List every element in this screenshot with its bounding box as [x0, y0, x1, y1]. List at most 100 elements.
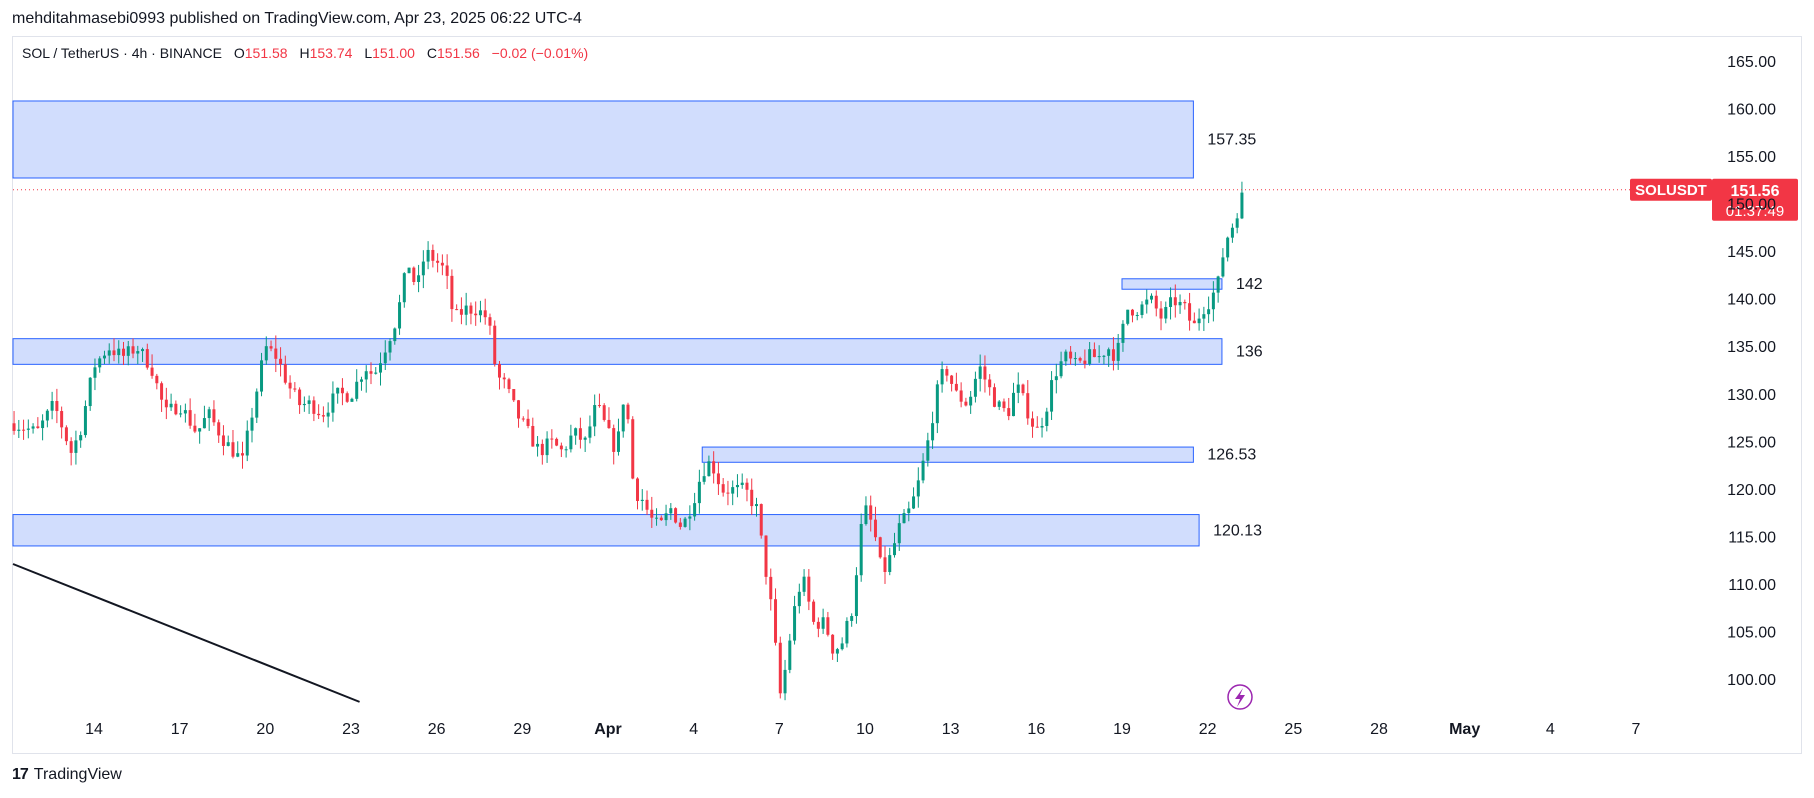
candle-body — [74, 440, 78, 453]
candle-body — [293, 388, 297, 390]
candle-body — [555, 438, 559, 446]
zone-label: 142 — [1236, 276, 1263, 293]
candle-body — [260, 360, 264, 392]
candle-body — [336, 387, 340, 394]
candle-body — [978, 366, 982, 379]
candle-body — [631, 419, 635, 479]
candle-body — [212, 409, 216, 423]
candle-body — [174, 403, 178, 415]
candle-body — [183, 410, 187, 414]
tradingview-logo[interactable]: 17 TradingView — [12, 766, 122, 784]
zone-box — [12, 514, 1200, 547]
candle-body — [845, 620, 849, 644]
candle-body — [902, 513, 906, 524]
candle-body — [707, 461, 711, 477]
legend-high: 153.74 — [309, 45, 353, 61]
candle-body — [869, 505, 873, 520]
candle-body — [83, 406, 87, 436]
candle-body — [821, 617, 825, 629]
candle-body — [812, 601, 816, 622]
candle-body — [1059, 361, 1063, 377]
candle-body — [469, 305, 473, 314]
candle-body — [612, 428, 616, 452]
candle-body — [807, 576, 811, 602]
x-tick-label: 17 — [171, 721, 189, 738]
candle-body — [69, 441, 73, 453]
candle-body — [455, 309, 459, 311]
x-tick-label: 29 — [513, 721, 531, 738]
candle-body — [340, 387, 344, 394]
x-tick-label: 13 — [942, 721, 960, 738]
legend-low: 151.00 — [372, 45, 415, 61]
candle-body — [45, 410, 49, 421]
x-tick-label: May — [1449, 721, 1480, 738]
candle-body — [1107, 349, 1111, 356]
candle-body — [350, 398, 354, 402]
candle-body — [150, 367, 154, 376]
candle-body — [136, 351, 140, 354]
candle-body — [1102, 355, 1106, 357]
candle-body — [345, 393, 349, 402]
candle-body — [593, 405, 597, 427]
candle-body — [607, 419, 611, 429]
candle-body — [864, 505, 868, 525]
candle-body — [302, 403, 306, 406]
candle-body — [850, 616, 854, 621]
candle-body — [1216, 276, 1220, 293]
candle-body — [916, 480, 920, 497]
candle-body — [1035, 426, 1039, 428]
candle-body — [616, 431, 620, 452]
zone-label: 136 — [1236, 344, 1263, 361]
candle-body — [274, 348, 278, 359]
candle-body — [912, 496, 916, 509]
trendline-layer — [12, 563, 360, 703]
candle-body — [450, 275, 454, 310]
candle-body — [393, 328, 397, 342]
candle-body — [217, 422, 221, 436]
candle-body — [369, 371, 373, 374]
candle-body — [893, 543, 897, 556]
candle-body — [79, 435, 83, 441]
y-tick-label: 160.00 — [1727, 102, 1776, 119]
candle-body — [754, 504, 758, 507]
candle-body — [536, 443, 540, 447]
candle-body — [759, 504, 763, 536]
candle-body — [954, 383, 958, 391]
candle-body — [578, 428, 582, 440]
zone-label: 157.35 — [1207, 131, 1256, 148]
candle-body — [569, 435, 573, 450]
candle-body — [1092, 349, 1096, 358]
candle-body — [1130, 309, 1134, 316]
candle-body — [1183, 301, 1187, 304]
candle-body — [702, 476, 706, 482]
candle-body — [931, 423, 935, 441]
candle-body — [488, 317, 492, 326]
y-tick-label: 125.00 — [1727, 434, 1776, 451]
candle-body — [169, 403, 173, 408]
candle-body — [959, 390, 963, 402]
candle-body — [588, 426, 592, 438]
y-tick-label: 150.00 — [1727, 197, 1776, 214]
candle-body — [60, 411, 64, 428]
candle-body — [1150, 295, 1154, 300]
candle-body — [1126, 309, 1130, 324]
candle-body — [236, 453, 240, 457]
candle-body — [264, 346, 268, 361]
candle-body — [112, 350, 116, 356]
candle-body — [1240, 192, 1244, 219]
candle-body — [597, 405, 601, 407]
candle-body — [564, 449, 568, 451]
candle-body — [769, 576, 773, 600]
candle-body — [512, 389, 516, 401]
candle-body — [493, 325, 497, 365]
candle-body — [245, 430, 249, 456]
candle-body — [1197, 318, 1201, 324]
candle-body — [255, 391, 259, 418]
candle-body — [964, 401, 968, 406]
candle-body — [873, 519, 877, 538]
candle-body — [1164, 307, 1168, 319]
candle-body — [417, 275, 421, 282]
candle-body — [921, 460, 925, 481]
candle-body — [26, 428, 30, 430]
